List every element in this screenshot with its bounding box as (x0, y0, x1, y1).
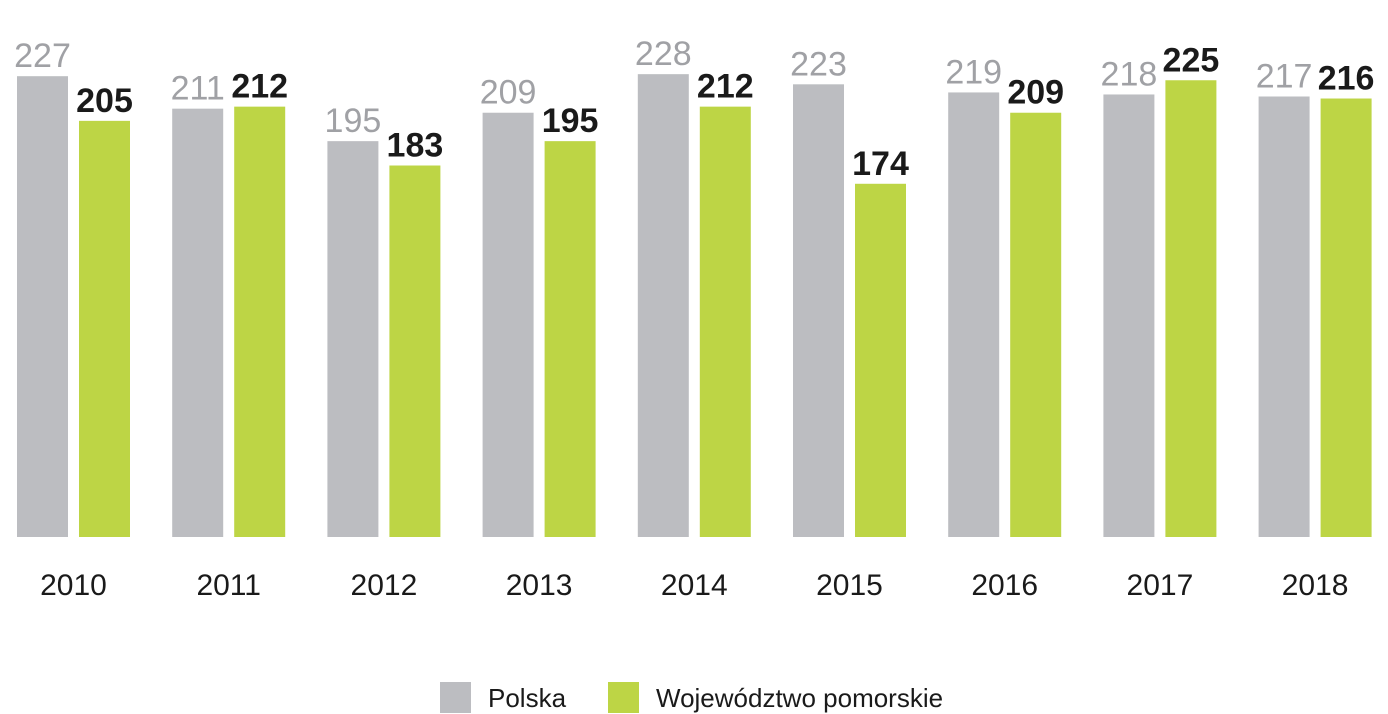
bar (1103, 94, 1155, 538)
value-label: 227 (14, 37, 71, 75)
bar (1320, 98, 1372, 538)
bar (482, 112, 534, 537)
bar (699, 106, 751, 537)
x-tick-label: 2018 (1282, 569, 1349, 602)
value-label: 212 (231, 68, 288, 106)
x-tick-label: 2010 (40, 569, 107, 602)
x-tick-label: 2014 (661, 569, 728, 602)
value-label: 195 (325, 102, 382, 140)
value-label: 223 (790, 45, 847, 83)
bar (793, 84, 844, 537)
value-label: 174 (852, 145, 909, 183)
bar (1010, 112, 1062, 537)
x-tick-label: 2012 (351, 569, 418, 602)
value-label: 205 (76, 82, 133, 120)
x-tick-label: 2011 (196, 569, 261, 602)
bar (17, 76, 68, 537)
bar (1258, 96, 1310, 538)
x-tick-label: 2015 (816, 569, 883, 602)
value-label: 218 (1101, 55, 1158, 93)
value-label: 217 (1256, 57, 1313, 95)
value-label: 225 (1163, 41, 1220, 79)
x-tick-label: 2016 (971, 569, 1038, 602)
bar (948, 92, 1000, 538)
bar (855, 183, 906, 537)
value-label: 212 (697, 68, 754, 106)
value-label: 209 (1007, 74, 1064, 112)
value-label: 228 (635, 35, 692, 73)
legend-label: Polska (488, 683, 567, 713)
legend-label: Województwo pomorskie (656, 683, 943, 713)
bar (544, 141, 596, 537)
value-label: 209 (480, 74, 537, 112)
bar (389, 165, 441, 537)
bar (1165, 80, 1217, 537)
x-tick-label: 2013 (506, 569, 573, 602)
bar (172, 108, 224, 538)
value-label: 211 (171, 70, 225, 108)
bar (234, 106, 286, 537)
x-tick-label: 2017 (1127, 569, 1194, 602)
value-label: 195 (542, 102, 599, 140)
value-label: 183 (387, 127, 444, 165)
legend-swatch (440, 682, 471, 713)
value-label: 219 (945, 53, 1002, 91)
bar (637, 74, 689, 537)
bar (327, 141, 379, 537)
bar (79, 120, 130, 537)
legend-swatch (608, 682, 639, 713)
value-label: 216 (1318, 60, 1375, 98)
